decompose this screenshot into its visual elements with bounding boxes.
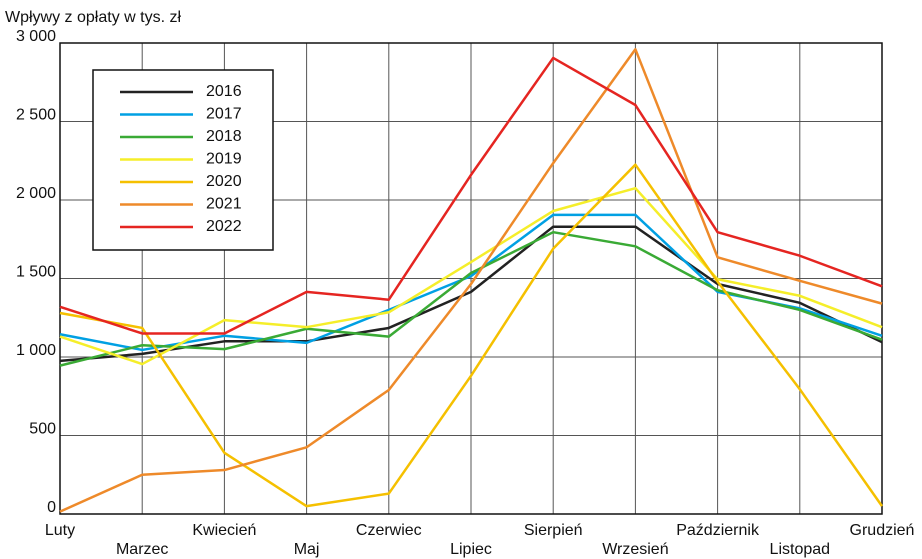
plot-frame <box>59 42 883 515</box>
legend-label: 2020 <box>206 173 242 190</box>
series-line <box>59 56 883 335</box>
x-tick-label: Maj <box>294 541 320 558</box>
x-tick-label: Listopad <box>770 541 831 558</box>
legend-label: 2021 <box>206 196 242 213</box>
x-tick-label: Marzec <box>116 541 168 558</box>
y-tick-label: 1 500 <box>16 264 56 281</box>
y-tick-label: 0 <box>47 499 56 516</box>
legend-label: 2018 <box>206 128 242 145</box>
series-line <box>59 163 884 508</box>
x-tick-label: Luty <box>45 522 75 539</box>
y-tick-label: 2 500 <box>16 107 56 124</box>
legend-label: 2022 <box>206 218 242 235</box>
x-tick-label: Sierpień <box>524 522 583 539</box>
x-tick-label: Kwiecień <box>192 522 256 539</box>
legend-label: 2019 <box>206 151 242 168</box>
legend-label: 2017 <box>206 106 242 123</box>
x-tick-label: Wrzesień <box>602 541 668 558</box>
series-line <box>59 186 883 366</box>
series-line <box>59 48 883 513</box>
series-line <box>59 230 883 367</box>
chart-title: Wpływy z opłaty w tys. zł <box>5 9 181 26</box>
x-tick-label: Grudzień <box>850 522 915 539</box>
x-tick-label: Czerwiec <box>356 522 422 539</box>
x-tick-label: Październik <box>676 522 760 539</box>
legend-label: 2016 <box>206 83 242 100</box>
x-tick-label: Lipiec <box>450 541 492 558</box>
series-line <box>59 225 883 363</box>
y-tick-label: 500 <box>29 421 56 438</box>
y-tick-label: 1 000 <box>16 342 56 359</box>
y-tick-label: 2 000 <box>16 185 56 202</box>
y-tick-label: 3 000 <box>16 28 56 45</box>
